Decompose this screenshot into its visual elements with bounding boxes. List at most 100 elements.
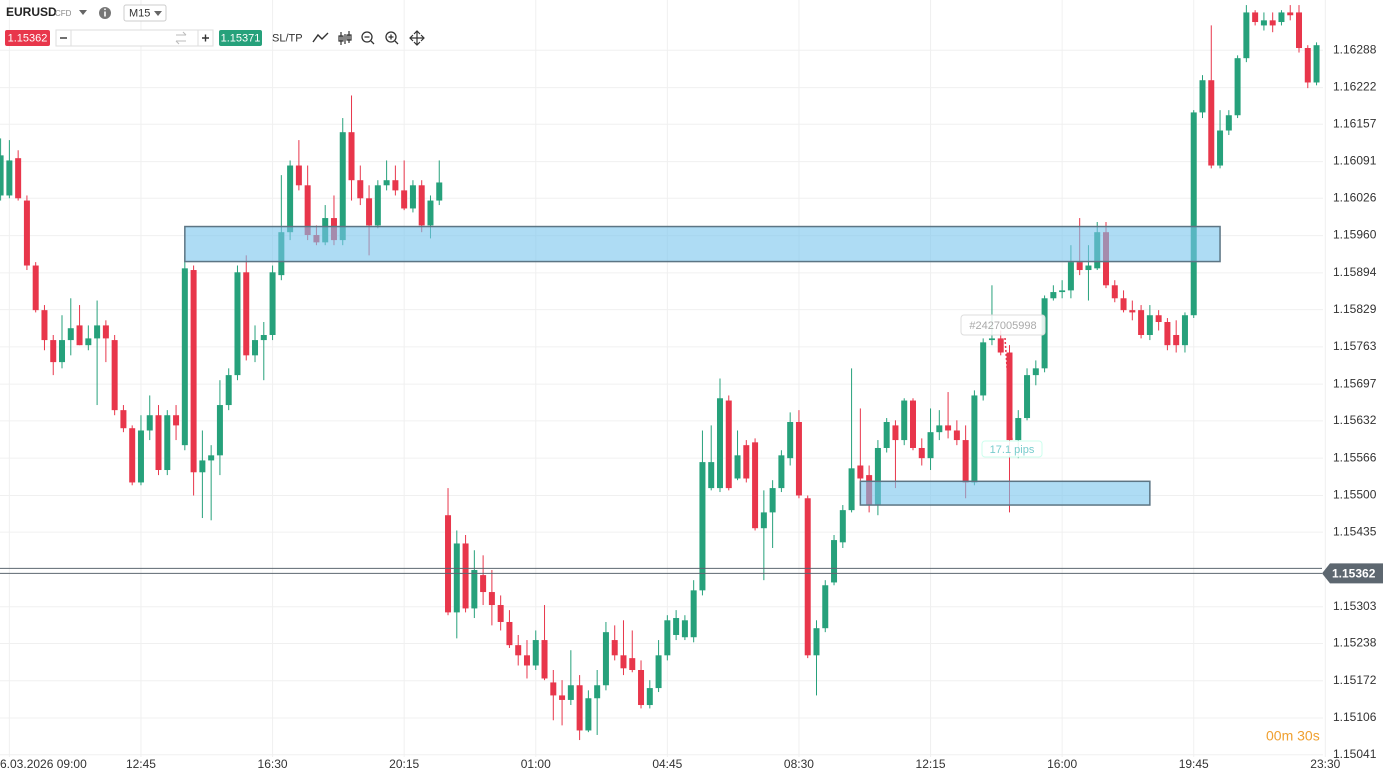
- candle-body: [883, 421, 890, 448]
- candle-body: [831, 540, 838, 583]
- candle-body: [620, 655, 627, 669]
- line-tool[interactable]: [312, 32, 329, 43]
- candle-body: [1234, 58, 1241, 116]
- candle-body: [339, 132, 346, 241]
- candle-body: [839, 510, 846, 543]
- candle-body: [401, 190, 408, 209]
- candle-body: [181, 268, 188, 446]
- zoom-in[interactable]: [385, 31, 397, 43]
- swap-icon: [175, 31, 187, 45]
- y-tick-label: 1.15041: [1333, 747, 1377, 761]
- x-tick-label: 20:15: [389, 757, 419, 771]
- candle-body: [1278, 12, 1285, 23]
- candle-body: [1015, 418, 1022, 441]
- symbol-dropdown[interactable]: [79, 10, 87, 15]
- x-tick-label: 12:15: [916, 757, 946, 771]
- candle-body: [67, 328, 74, 341]
- candle-body: [795, 421, 802, 496]
- candle-body: [1138, 310, 1145, 336]
- candle-body: [1111, 285, 1118, 299]
- candle-body: [752, 442, 759, 529]
- sl-tp[interactable]: SL/TP: [272, 32, 303, 44]
- grid: [0, 0, 1326, 757]
- candle-body: [94, 325, 101, 339]
- zoom-out[interactable]: [361, 31, 373, 43]
- toolbar: EURUSD CFD M15 1.15362 1.15371 SL/TP: [5, 4, 425, 47]
- candle-body: [1129, 310, 1136, 313]
- x-tick-label: 6.03.2026 09:00: [0, 757, 87, 771]
- candle-body: [734, 455, 741, 479]
- candle-body: [901, 400, 908, 441]
- candle-body: [787, 421, 794, 459]
- price-tag: [1322, 563, 1383, 584]
- timeframe: M15: [129, 7, 150, 19]
- candle-body: [813, 628, 820, 656]
- buy-button[interactable]: [219, 30, 262, 46]
- x-tick-label: 19:45: [1179, 757, 1209, 771]
- candle-body: [155, 415, 162, 471]
- candle-body: [699, 462, 706, 591]
- y-tick-label: 1.16091: [1333, 154, 1377, 168]
- candle-body: [216, 405, 223, 456]
- timeframe-caret: [154, 11, 162, 16]
- candle-body: [50, 340, 57, 363]
- candle-body: [1269, 20, 1276, 26]
- candle-body: [585, 698, 592, 731]
- candle-body: [1024, 375, 1031, 419]
- candle-body: [418, 185, 425, 226]
- candle-body: [137, 430, 144, 483]
- candle-body: [129, 428, 136, 483]
- zoom-in-glyph: [388, 34, 399, 45]
- candle-body: [304, 185, 311, 236]
- candle-body: [409, 185, 416, 209]
- order-line: [1004, 337, 1013, 441]
- candle-body: [857, 465, 864, 479]
- order-pips: 17.1 pips: [990, 444, 1035, 456]
- candle-body: [471, 570, 478, 609]
- candle-body: [6, 160, 13, 196]
- candle-body: [59, 340, 66, 363]
- candle-body: [102, 325, 109, 339]
- candle-body: [1067, 262, 1074, 291]
- candle-body: [15, 158, 22, 199]
- pips-box: [981, 440, 1043, 458]
- candle-body: [164, 415, 171, 471]
- y-tick-label: 1.16157: [1333, 116, 1377, 130]
- candle-body: [76, 325, 83, 346]
- candle-timer: 00m 30s: [1266, 728, 1320, 744]
- zone: [184, 225, 1221, 263]
- candle-body: [295, 165, 302, 186]
- sell-button[interactable]: [5, 30, 50, 46]
- candle-body: [541, 640, 548, 679]
- symbol[interactable]: EURUSD: [6, 5, 57, 19]
- candle-body: [0, 155, 4, 196]
- order-label-box: [960, 314, 1046, 336]
- pan-tool[interactable]: [409, 30, 425, 46]
- candle-body: [1181, 315, 1188, 346]
- candle-body: [1313, 45, 1320, 83]
- candle-tool[interactable]: [338, 31, 352, 45]
- candle-body: [252, 340, 259, 356]
- candle-body: [532, 640, 539, 666]
- x-tick-label: 04:45: [652, 757, 682, 771]
- y-tick-label: 1.15500: [1333, 488, 1377, 502]
- candle-body: [173, 415, 180, 426]
- candle-body: [1190, 112, 1197, 316]
- candle-body: [988, 338, 995, 341]
- candle-body: [1287, 12, 1294, 16]
- candle-body: [1217, 130, 1224, 166]
- candle-body: [453, 543, 460, 613]
- candle-body: [480, 575, 487, 593]
- timeframe-select[interactable]: [123, 4, 167, 22]
- candle-body: [769, 488, 776, 513]
- candle-body: [1225, 115, 1232, 131]
- candle-body: [357, 180, 364, 199]
- candle-body: [971, 395, 978, 483]
- candle-body: [804, 498, 811, 656]
- order-label: #2427005998: [969, 320, 1036, 332]
- candle-body: [199, 460, 206, 473]
- candle-body: [681, 620, 688, 638]
- y-tick-label: 1.15763: [1333, 339, 1377, 353]
